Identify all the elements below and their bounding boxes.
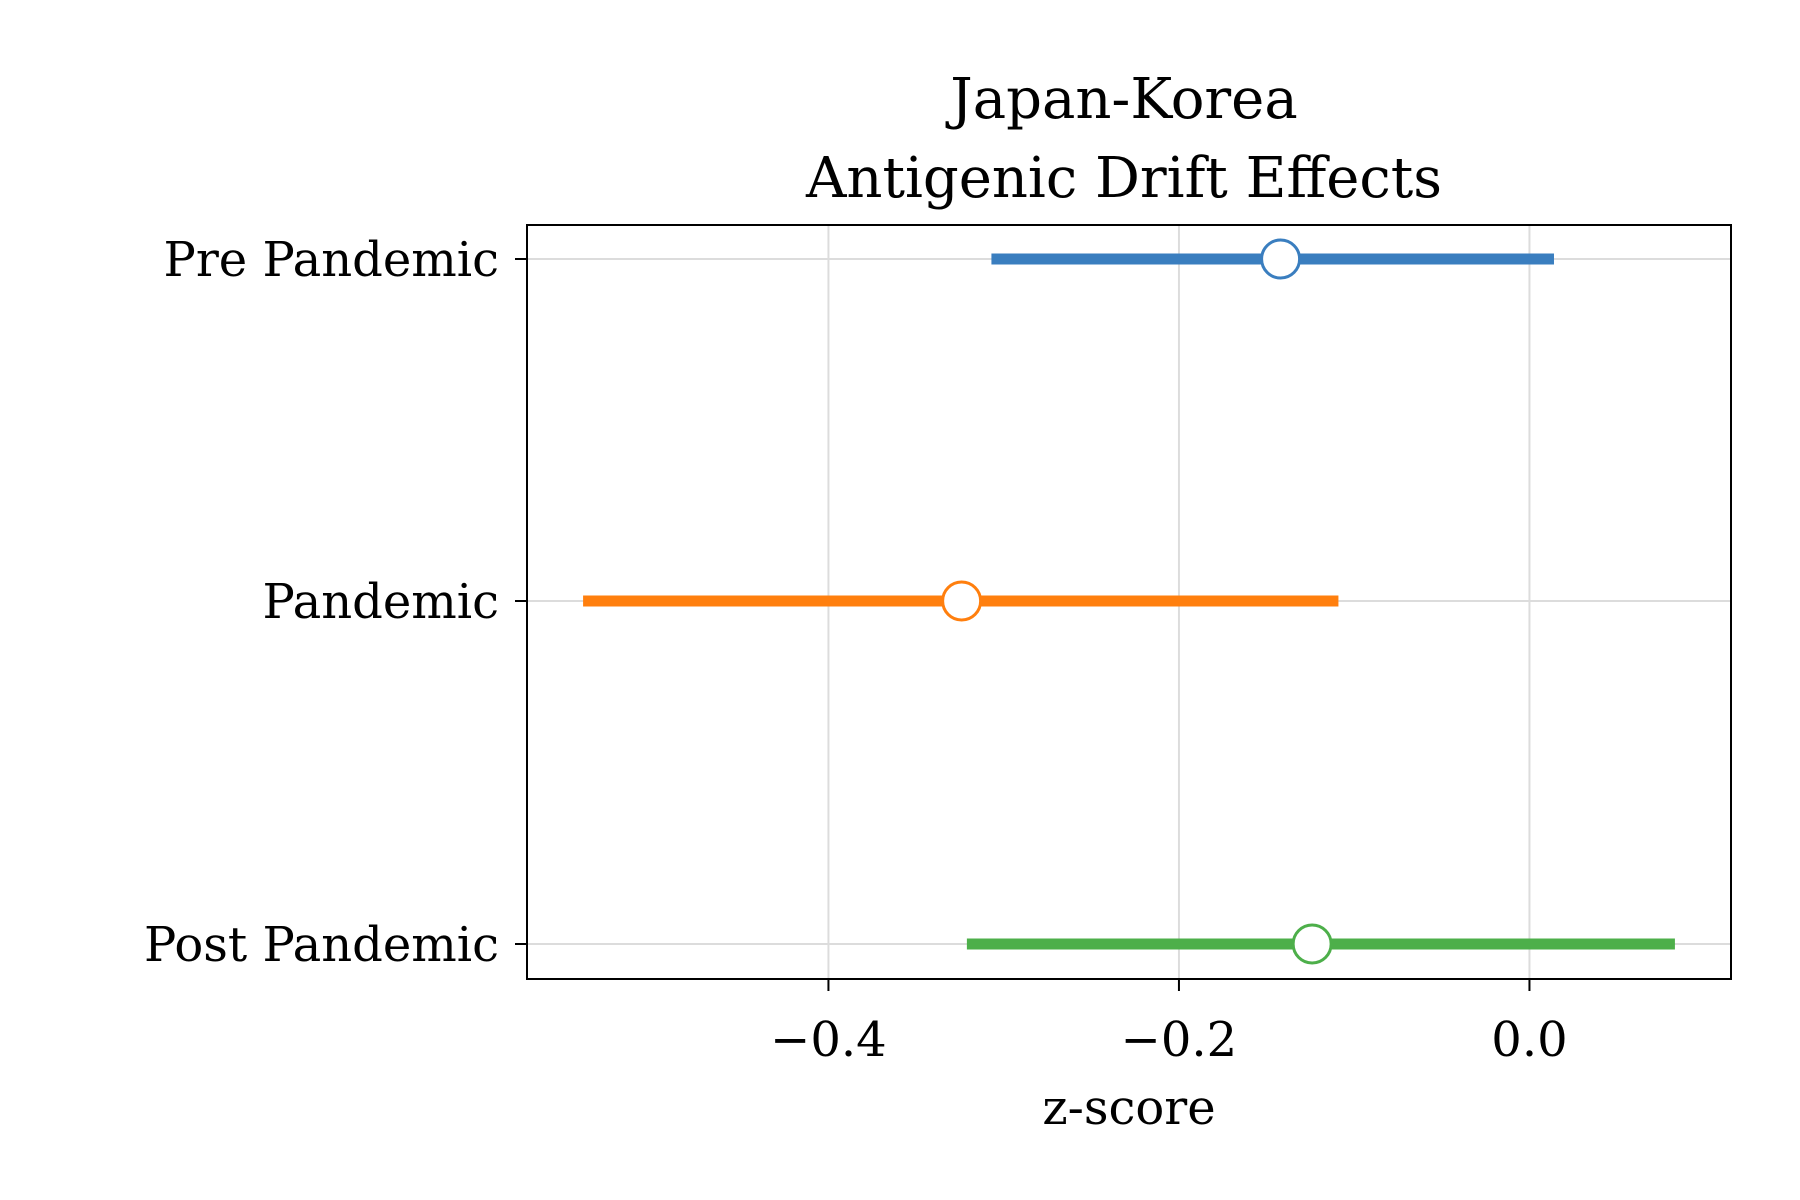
chart-title-line-2: Antigenic Drift Effects bbox=[805, 146, 1442, 211]
x-axis-label: z-score bbox=[1042, 1080, 1215, 1136]
y-axis-ticks: Pre Pandemic Pandemic Post Pandemic bbox=[144, 232, 527, 973]
estimate-marker-3 bbox=[1291, 923, 1333, 965]
x-tick-label: −0.2 bbox=[1121, 1012, 1238, 1068]
chart-title-line-1: Japan-Korea bbox=[945, 67, 1297, 132]
x-axis-ticks: −0.4 −0.2 0.0 bbox=[770, 979, 1568, 1068]
y-tick-label: Pandemic bbox=[262, 574, 499, 630]
y-tick-label: Post Pandemic bbox=[144, 917, 499, 973]
point-estimates bbox=[941, 238, 1333, 965]
y-tick-label: Pre Pandemic bbox=[164, 232, 499, 288]
estimate-marker-2 bbox=[941, 580, 983, 622]
x-tick-label: 0.0 bbox=[1491, 1012, 1567, 1068]
estimate-marker-1 bbox=[1260, 238, 1302, 280]
x-tick-label: −0.4 bbox=[770, 1012, 887, 1068]
